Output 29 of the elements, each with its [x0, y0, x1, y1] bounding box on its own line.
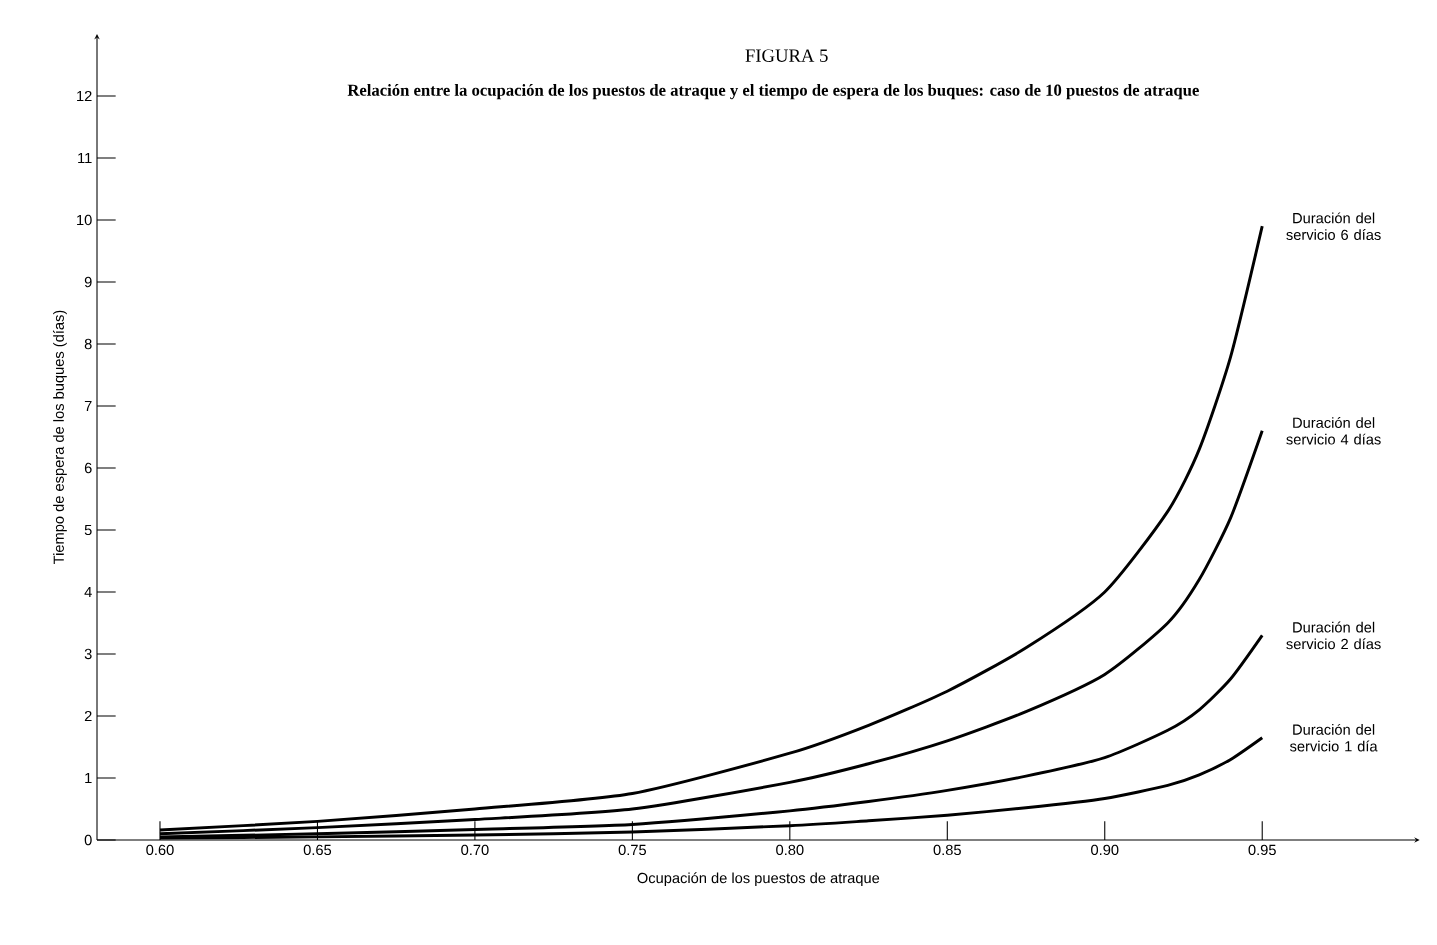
- y-tick-label: 7: [84, 400, 92, 412]
- series-label: Duración del servicio 6 días: [1286, 212, 1381, 240]
- y-tick-label: 10: [77, 214, 92, 226]
- x-axis-title: Ocupación de los puestos de atraque: [637, 872, 880, 887]
- y-tick-label: 5: [84, 524, 92, 536]
- y-tick-label: 6: [84, 462, 92, 474]
- x-tick-label: 0.70: [461, 844, 489, 856]
- y-tick-label: 2: [84, 710, 92, 722]
- series-label: Duración del servicio 1 día: [1290, 723, 1378, 752]
- y-tick-label: 8: [84, 338, 92, 350]
- y-tick-label: 0: [84, 834, 92, 846]
- series-label: Duración del servicio 4 días: [1286, 417, 1381, 445]
- x-tick-label: 0.95: [1248, 844, 1276, 856]
- y-tick-label: 1: [85, 772, 92, 784]
- x-tick-label: 0.75: [618, 844, 647, 856]
- y-tick-label: 3: [84, 648, 92, 660]
- x-tick-label: 0.90: [1091, 844, 1119, 856]
- text: Relación entre la ocupación de los puestos de atraque y el tiempo de espera de los buques: caso de 10 puestos de atraque: [347, 84, 1199, 100]
- x-tick-label: 0.85: [933, 844, 961, 856]
- y-tick-label: 9: [84, 276, 92, 288]
- series-label: Duración del servicio 2 días: [1286, 621, 1381, 650]
- y-tick-label: 4: [84, 586, 92, 598]
- chart-title: FIGURA 5: [745, 49, 828, 62]
- x-tick-label: 0.65: [303, 844, 332, 856]
- x-tick-label: 0.60: [146, 844, 174, 856]
- y-tick-label: 11: [78, 152, 92, 164]
- y-axis-title: Tiempo de espera de los buques (días): [52, 310, 67, 564]
- y-tick-label: 12: [77, 90, 92, 102]
- x-tick-label: 0.80: [776, 844, 804, 856]
